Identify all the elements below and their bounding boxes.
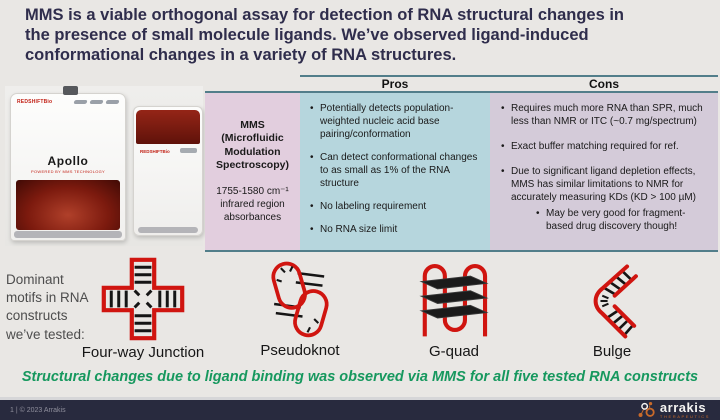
apollo-label: Apollo (47, 154, 89, 168)
cons-bullet: Exact buffer matching required for ref. (500, 140, 710, 153)
bulge-icon (593, 264, 638, 339)
instrument-cap (63, 86, 78, 95)
logo-tagline: THERAPEUTICS (659, 414, 710, 419)
molecule-icon (638, 402, 655, 417)
four-way-junction-icon (101, 257, 185, 341)
motif-pseudoknot: Pseudoknot (252, 259, 348, 359)
apollo-tagline: POWERED BY MMS TECHNOLOGY (30, 169, 106, 174)
pros-header: Pros (300, 75, 490, 91)
cons-bullet: Due to significant ligand depletion effe… (500, 165, 710, 233)
motifs-intro-text: Dominant motifs in RNA constructs we’ve … (6, 272, 89, 342)
pros-bullet: No RNA size limit (309, 223, 484, 236)
pseudoknot-icon (271, 261, 329, 338)
pros-cons-table: Pros Cons MMS (Microfluidic Modulation S… (205, 75, 718, 252)
cons-cell: Requires much more RNA than SPR, much le… (490, 93, 718, 250)
header-spacer (205, 75, 300, 91)
cons-bullet: Requires much more RNA than SPR, much le… (500, 102, 710, 128)
motif-label: G-quad (428, 343, 480, 360)
mms-title: MMS (Microfluidic Modulation Spectroscop… (216, 119, 289, 171)
instrument-sample-window (16, 180, 120, 230)
footer-bar: 1 | © 2023 Arrakis arrakis THERAPEUTICS (0, 397, 720, 420)
instrument-vent (180, 148, 197, 153)
pros-bullet: Potentially detects population-weighted … (309, 102, 484, 141)
instrument-base (138, 227, 198, 233)
pros-bullet: Can detect conformational changes to as … (309, 151, 484, 190)
cons-sub-bullet: May be very good for fragment-based drug… (535, 207, 710, 233)
g-quad-icon (419, 264, 489, 337)
cons-sub-list: May be very good for fragment-based drug… (511, 207, 710, 233)
redshiftbio-brand-label: REDSHIFTBio (17, 99, 53, 105)
cons-header: Cons (490, 75, 718, 91)
redshiftbio-brand-label: REDSHIFTBio (140, 149, 170, 154)
motif-bulge: Bulge (564, 262, 660, 360)
page-number-copyright: 1 | © 2023 Arrakis (10, 406, 66, 414)
instrument-photo: REDSHIFTBio REDSHIFTBio Apollo POWERED B… (5, 86, 203, 246)
arrakis-logo: arrakis THERAPEUTICS (635, 400, 710, 420)
conclusion-banner: Structural changes due to ligand binding… (21, 369, 699, 385)
instrument-base (14, 231, 122, 238)
motif-four-way-junction: Four-way Junction (82, 257, 204, 361)
motif-label: Four-way Junction (81, 344, 205, 361)
cons-list: Requires much more RNA than SPR, much le… (500, 102, 710, 233)
instrument-module: REDSHIFTBio (133, 106, 203, 236)
pros-list: Potentially detects population-weighted … (309, 102, 484, 236)
logo-wordmark: arrakis (659, 400, 707, 415)
mms-cell: MMS (Microfluidic Modulation Spectroscop… (205, 93, 300, 250)
motif-label: Pseudoknot (260, 342, 340, 359)
pros-bullet: No labeling requirement (309, 200, 484, 213)
motif-g-quad: G-quad (406, 256, 502, 360)
table-header-row: Pros Cons (205, 75, 718, 93)
slide-title: MMS is a viable orthogonal assay for det… (25, 6, 625, 65)
apollo-instrument: REDSHIFTBio Apollo POWERED BY MMS TECHNO… (10, 86, 126, 241)
table-body-row: MMS (Microfluidic Modulation Spectroscop… (205, 93, 718, 252)
pros-cell: Potentially detects population-weighted … (300, 93, 490, 250)
mms-subtitle: 1755-1580 cm⁻¹ infrared region absorbanc… (216, 185, 289, 223)
instrument-vents (73, 100, 120, 104)
instrument-module-window (136, 110, 200, 144)
motif-label: Bulge (592, 343, 632, 360)
